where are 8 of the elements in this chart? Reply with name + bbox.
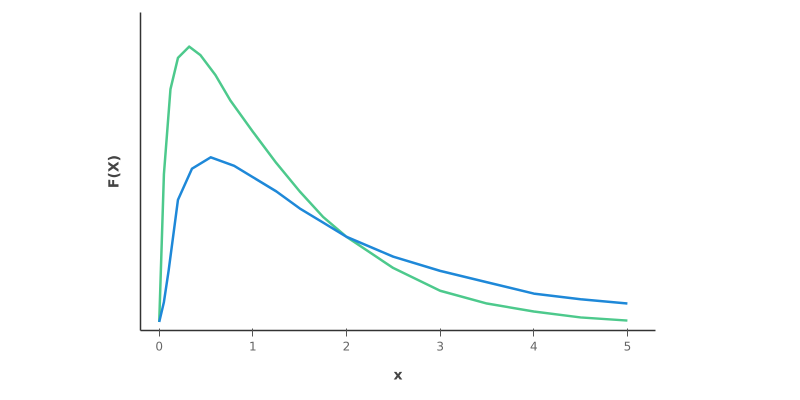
x-axis-title: x — [393, 368, 403, 384]
x-tick-label: 3 — [436, 340, 444, 354]
x-tick-label: 0 — [155, 340, 164, 354]
x-tick-label: 2 — [342, 340, 350, 354]
x-tick-label: 5 — [624, 340, 632, 354]
x-tick-label: 4 — [530, 340, 538, 354]
x-tick-label: 1 — [249, 340, 257, 354]
y-axis-title: F(X) — [106, 154, 122, 188]
